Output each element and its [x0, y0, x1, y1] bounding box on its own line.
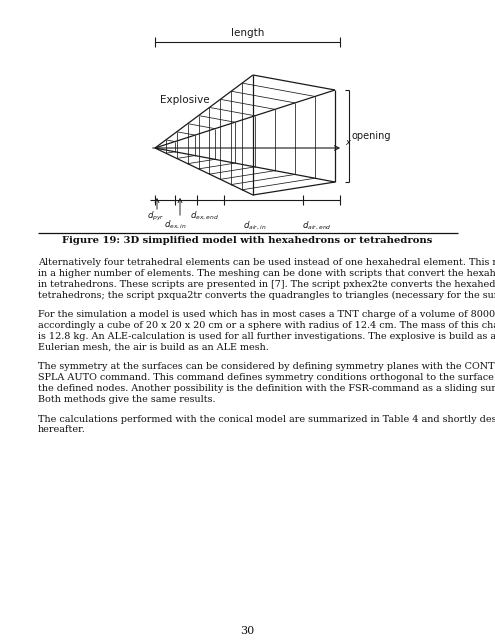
Text: $d_{ex,in}$: $d_{ex,in}$ [163, 219, 187, 231]
Text: accordingly a cube of 20 x 20 x 20 cm or a sphere with radius of 12.4 cm. The ma: accordingly a cube of 20 x 20 x 20 cm or… [38, 321, 495, 330]
Text: For the simulation a model is used which has in most cases a TNT charge of a vol: For the simulation a model is used which… [38, 310, 495, 319]
Text: tetrahedrons; the script pxqua2tr converts the quadrangles to triangles (necessa: tetrahedrons; the script pxqua2tr conver… [38, 291, 495, 300]
Text: Eulerian mesh, the air is build as an ALE mesh.: Eulerian mesh, the air is build as an AL… [38, 342, 269, 351]
Text: opening: opening [352, 131, 392, 141]
Text: Figure 19: 3D simplified model with hexahedrons or tetrahedrons: Figure 19: 3D simplified model with hexa… [62, 236, 432, 245]
Text: 30: 30 [240, 626, 254, 636]
Text: the defined nodes. Another possibility is the definition with the FSR-command as: the defined nodes. Another possibility i… [38, 384, 495, 393]
Text: $d_{pyr}$: $d_{pyr}$ [147, 210, 165, 223]
Text: in tetrahedrons. These scripts are presented in [7]. The script pxhex2te convert: in tetrahedrons. These scripts are prese… [38, 280, 495, 289]
Text: The calculations performed with the conical model are summarized in Table 4 and : The calculations performed with the coni… [38, 415, 495, 424]
Text: Both methods give the same results.: Both methods give the same results. [38, 395, 215, 404]
Text: Explosive: Explosive [160, 95, 209, 105]
Text: in a higher number of elements. The meshing can be done with scripts that conver: in a higher number of elements. The mesh… [38, 269, 495, 278]
Text: is 12.8 kg. An ALE-calculation is used for all further investigations. The explo: is 12.8 kg. An ALE-calculation is used f… [38, 332, 495, 341]
Text: $d_{air,in}$: $d_{air,in}$ [243, 220, 267, 232]
Text: length: length [231, 28, 264, 38]
Text: $d_{ex,end}$: $d_{ex,end}$ [191, 210, 220, 222]
Text: The symmetry at the surfaces can be considered by defining symmetry planes with : The symmetry at the surfaces can be cons… [38, 362, 495, 371]
Text: $d_{air,end}$: $d_{air,end}$ [302, 220, 332, 232]
Text: SPLA AUTO command. This command defines symmetry conditions orthogonal to the su: SPLA AUTO command. This command defines … [38, 373, 495, 382]
Text: hereafter.: hereafter. [38, 426, 86, 435]
Text: x: x [345, 138, 350, 147]
Text: Alternatively four tetrahedral elements can be used instead of one hexahedral el: Alternatively four tetrahedral elements … [38, 258, 495, 267]
